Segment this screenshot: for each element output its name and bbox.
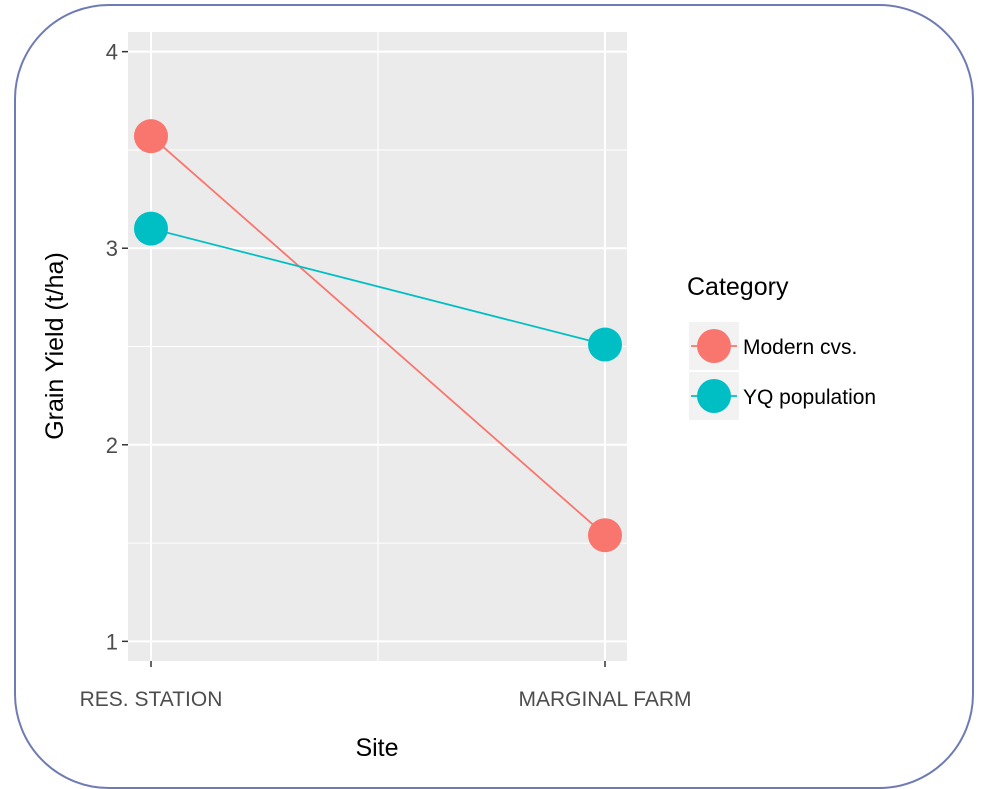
legend-title: Category <box>687 273 789 301</box>
x-axis: RES. STATION MARGINAL FARM <box>80 661 692 711</box>
legend: Category Modern cvs. YQ population <box>687 273 876 420</box>
legend-key-point <box>697 329 731 363</box>
series-line <box>150 227 606 346</box>
data-point <box>134 211 168 246</box>
series-points <box>134 119 622 553</box>
y-axis-title: Grain Yield (t/ha) <box>41 252 69 440</box>
x-tick-label: RES. STATION <box>80 688 223 711</box>
data-point <box>134 119 168 154</box>
legend-label: Modern cvs. <box>743 336 857 359</box>
y-tick-label: 4 <box>106 40 118 65</box>
grid-minor <box>128 32 627 661</box>
x-axis-title: Site <box>355 734 398 762</box>
data-point <box>588 518 622 553</box>
legend-label: YQ population <box>743 386 876 409</box>
data-point <box>588 327 622 362</box>
series-line <box>150 135 606 536</box>
series-lines <box>150 135 606 536</box>
x-tick-label: MARGINAL FARM <box>518 688 691 711</box>
legend-key-point <box>697 379 731 413</box>
y-tick-label: 1 <box>106 629 118 654</box>
y-axis: 1 2 3 4 <box>106 40 128 654</box>
y-tick-label: 2 <box>106 433 118 458</box>
y-tick-label: 3 <box>106 236 118 261</box>
